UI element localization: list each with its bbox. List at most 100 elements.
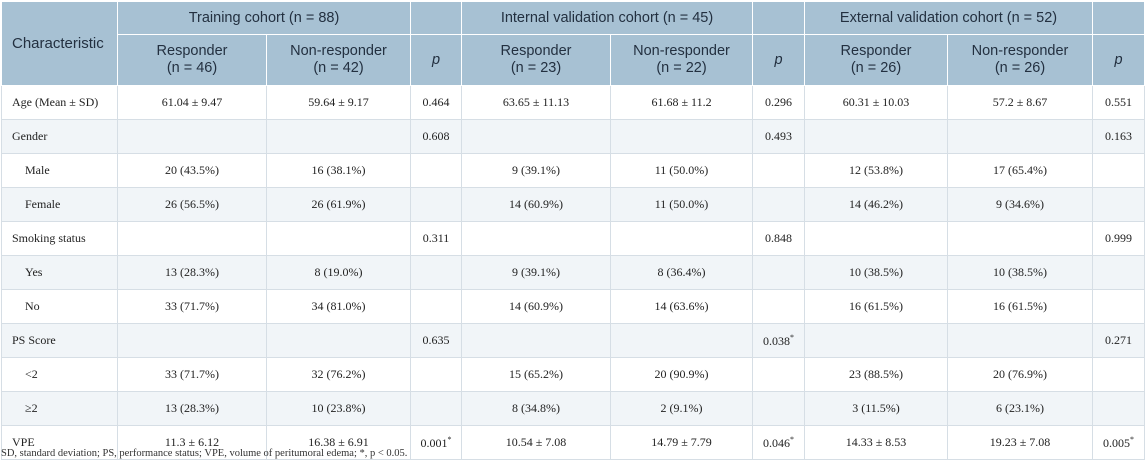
table-cell (609, 119, 753, 154)
p-value: 0.311 (410, 221, 462, 256)
table-cell: 59.64 ± 9.17 (266, 85, 411, 120)
table-cell: 10.54 ± 7.08 (461, 425, 611, 460)
table-cell: 11 (50.0%) (609, 187, 753, 222)
table-cell (117, 221, 267, 256)
p-value (410, 289, 462, 324)
internal-p-header: p (752, 34, 806, 86)
p-value: 0.464 (410, 85, 462, 120)
table-cell: 3 (11.5%) (804, 391, 948, 426)
external-responder-header: Responder (n = 26) (804, 34, 949, 86)
significance-mark: * (790, 332, 795, 342)
table-cell: 13 (28.3%) (117, 391, 267, 426)
table-row: ≥2 13 (28.3%) 10 (23.8%) 8 (34.8%) 2 (9.… (1, 391, 1145, 426)
p-value: 0.635 (410, 323, 462, 358)
internal-nonresponder-header: Non-responder (n = 22) (609, 34, 754, 86)
significance-mark: * (1130, 434, 1135, 444)
table-row: <2 33 (71.7%) 32 (76.2%) 15 (65.2%) 20 (… (1, 357, 1145, 392)
p-value (752, 255, 805, 290)
table-cell: 26 (61.9%) (266, 187, 411, 222)
p-value: 0.005* (1092, 425, 1145, 460)
table-cell: 15 (65.2%) (461, 357, 611, 392)
table-row: PS Score 0.635 0.038* 0.271 (1, 323, 1145, 358)
row-label: Yes (1, 255, 118, 290)
training-nonresponder-header: Non-responder (n = 42) (266, 34, 411, 86)
table-cell (947, 323, 1093, 358)
table-cell: 61.04 ± 9.47 (117, 85, 267, 120)
table-cell: 17 (65.4%) (947, 153, 1093, 188)
table-row: Male 20 (43.5%) 16 (38.1%) 9 (39.1%) 11 … (1, 153, 1145, 188)
p-value (752, 187, 805, 222)
row-label: Gender (1, 119, 118, 154)
significance-mark: * (447, 434, 452, 444)
p-value (1092, 391, 1145, 426)
p-value (1092, 255, 1145, 290)
p-value (410, 391, 462, 426)
table-cell: 23 (88.5%) (804, 357, 948, 392)
table-cell: 14 (46.2%) (804, 187, 948, 222)
table-cell: 16 (61.5%) (804, 289, 948, 324)
table-cell (117, 323, 267, 358)
p-value (752, 289, 805, 324)
row-label: Smoking status (1, 221, 118, 256)
characteristic-header: Characteristic (1, 1, 118, 86)
table-cell: 11 (50.0%) (609, 153, 753, 188)
row-label: Male (1, 153, 118, 188)
table-cell: 6 (23.1%) (947, 391, 1093, 426)
table-cell (947, 221, 1093, 256)
p-value (1092, 153, 1145, 188)
table-row: Age (Mean ± SD) 61.04 ± 9.47 59.64 ± 9.1… (1, 85, 1145, 120)
table-cell: 26 (56.5%) (117, 187, 267, 222)
p-value: 0.163 (1092, 119, 1145, 154)
p-value: 0.608 (410, 119, 462, 154)
external-p-header: p (1092, 34, 1145, 86)
p-value: 0.271 (1092, 323, 1145, 358)
external-cohort-header: External validation cohort (n = 52) (804, 1, 1094, 35)
row-label: ≥2 (1, 391, 118, 426)
table-row: Yes 13 (28.3%) 8 (19.0%) 9 (39.1%) 8 (36… (1, 255, 1145, 290)
table-cell: 10 (23.8%) (266, 391, 411, 426)
table-cell: 10 (38.5%) (804, 255, 948, 290)
header-spacer (752, 1, 806, 35)
table-cell: 60.31 ± 10.03 (804, 85, 948, 120)
table-cell (804, 119, 948, 154)
table-cell (804, 323, 948, 358)
p-value (752, 153, 805, 188)
table-row: No 33 (71.7%) 34 (81.0%) 14 (60.9%) 14 (… (1, 289, 1145, 324)
table-row: Smoking status 0.311 0.848 0.999 (1, 221, 1145, 256)
p-value (410, 255, 462, 290)
internal-cohort-header: Internal validation cohort (n = 45) (460, 1, 754, 35)
table-cell: 10 (38.5%) (947, 255, 1093, 290)
p-value: 0.999 (1092, 221, 1145, 256)
table-cell: 33 (71.7%) (117, 289, 267, 324)
table-cell: 9 (34.6%) (947, 187, 1093, 222)
p-value: 0.296 (752, 85, 805, 120)
table-row: VPE 11.3 ± 6.12 16.38 ± 6.91 0.001* 10.5… (1, 425, 1145, 460)
table-cell: 34 (81.0%) (266, 289, 411, 324)
row-label: VPE (1, 425, 118, 460)
table-cell: 32 (76.2%) (266, 357, 411, 392)
table-cell: 14.33 ± 8.53 (804, 425, 948, 460)
table-cell (461, 119, 611, 154)
table-cell: 13 (28.3%) (117, 255, 267, 290)
header-spacer (1092, 1, 1145, 35)
table-cell: 16 (61.5%) (947, 289, 1093, 324)
table-cell (461, 221, 611, 256)
internal-responder-header: Responder (n = 23) (461, 34, 611, 86)
table-cell: 2 (9.1%) (609, 391, 753, 426)
training-responder-header: Responder (n = 46) (117, 34, 267, 86)
table-body: Age (Mean ± SD) 61.04 ± 9.47 59.64 ± 9.1… (1, 85, 1145, 460)
table-cell: 20 (90.9%) (609, 357, 753, 392)
table-cell: 8 (34.8%) (461, 391, 611, 426)
p-value (1092, 289, 1145, 324)
table-cell: 16 (38.1%) (266, 153, 411, 188)
p-value (752, 391, 805, 426)
row-label: Female (1, 187, 118, 222)
row-label: Age (Mean ± SD) (1, 85, 118, 120)
table-cell: 33 (71.7%) (117, 357, 267, 392)
p-value (410, 187, 462, 222)
table-cell: 12 (53.8%) (804, 153, 948, 188)
table-cell: 14.79 ± 7.79 (609, 425, 753, 460)
p-value: 0.001* (410, 425, 462, 460)
p-value (1092, 187, 1145, 222)
